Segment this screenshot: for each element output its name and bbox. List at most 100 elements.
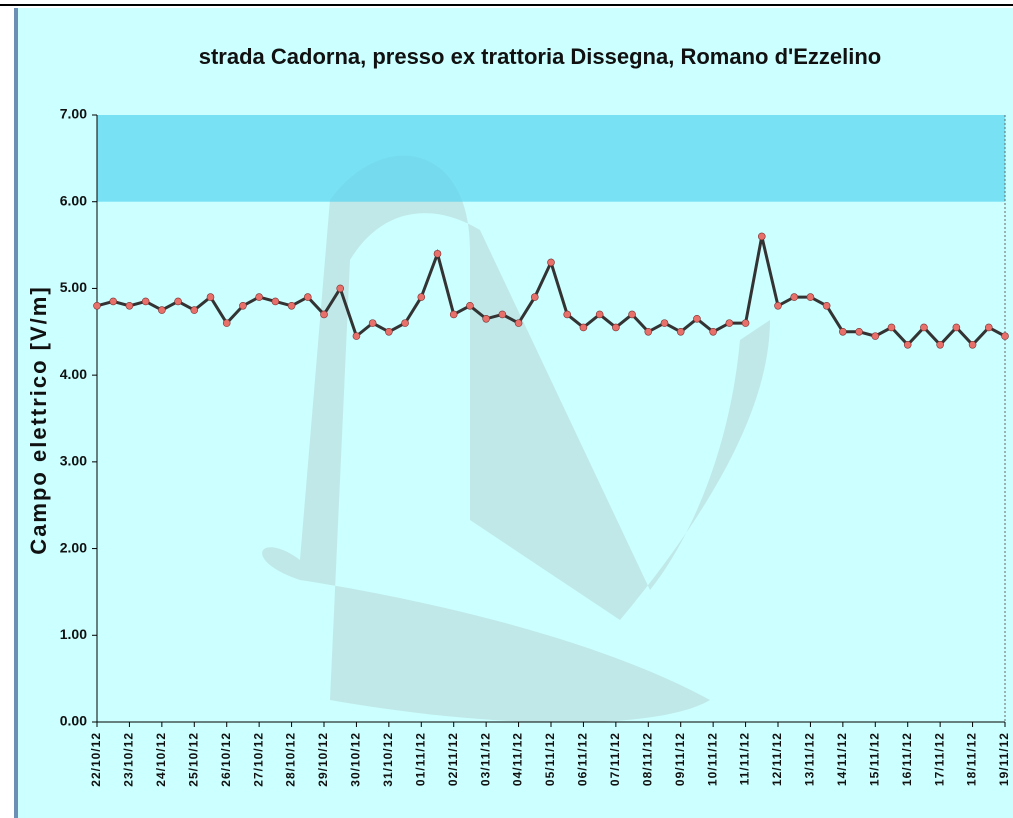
- data-point: [498, 310, 507, 319]
- x-tick-label: 29/10/12: [316, 732, 330, 787]
- data-point: [125, 301, 134, 310]
- x-tick-label: 18/11/12: [965, 732, 979, 786]
- x-tick-label: 03/11/12: [478, 732, 492, 786]
- x-tick-label: 27/10/12: [251, 732, 265, 787]
- x-tick-label: 31/10/12: [381, 732, 395, 787]
- x-tick-label: 06/11/12: [576, 732, 590, 786]
- data-point: [401, 319, 409, 327]
- data-point: [190, 306, 199, 314]
- y-tick-label: 0.00: [60, 713, 87, 729]
- watermark: [262, 155, 770, 723]
- x-tick-label: 17/11/12: [932, 732, 946, 786]
- data-point: [206, 293, 215, 301]
- data-point: [741, 319, 750, 327]
- data-point: [644, 327, 653, 336]
- data-point: [320, 310, 328, 319]
- data-point: [806, 293, 815, 301]
- data-point: [385, 327, 393, 336]
- data-point: [141, 297, 150, 306]
- data-point: [871, 332, 880, 340]
- data-point: [222, 319, 231, 327]
- data-point: [887, 323, 896, 332]
- x-tick-label: 01/11/12: [413, 732, 427, 786]
- data-point: [676, 327, 685, 336]
- data-point: [93, 301, 101, 310]
- data-point: [612, 323, 620, 332]
- data-point: [952, 323, 961, 332]
- data-point: [1001, 332, 1009, 340]
- data-point: [336, 284, 345, 293]
- x-tick-label: 19/11/12: [997, 732, 1011, 786]
- data-point: [984, 323, 993, 332]
- x-tick-label: 04/11/12: [511, 732, 525, 786]
- data-point: [579, 323, 588, 332]
- data-point: [271, 297, 280, 306]
- data-point: [595, 310, 604, 319]
- data-point: [855, 327, 863, 336]
- x-tick-label: 09/11/12: [673, 732, 687, 786]
- data-point: [628, 310, 636, 319]
- data-point: [514, 319, 523, 327]
- x-tick-label: 28/10/12: [284, 732, 298, 787]
- data-point: [449, 310, 458, 319]
- x-tick-label: 16/11/12: [900, 732, 914, 786]
- data-point: [239, 301, 247, 310]
- data-point: [709, 327, 717, 336]
- x-tick-label: 11/11/12: [738, 732, 752, 785]
- x-tick-label: 02/11/12: [446, 732, 460, 786]
- data-point: [547, 258, 555, 267]
- data-point: [822, 301, 831, 310]
- y-tick-label: 7.00: [60, 106, 87, 122]
- x-tick-label: 12/11/12: [770, 732, 784, 786]
- data-point: [287, 301, 296, 310]
- data-point: [757, 232, 766, 241]
- threshold-band: [97, 115, 1005, 202]
- y-tick-label: 6.00: [60, 192, 87, 208]
- y-tick-label: 1.00: [60, 626, 87, 642]
- y-tick-label: 4.00: [60, 366, 87, 382]
- data-point: [158, 306, 166, 314]
- x-tick-label: 24/10/12: [154, 732, 168, 787]
- y-axis-label: Campo elettrico [V/m]: [26, 285, 51, 554]
- x-tick-label: 14/11/12: [835, 732, 849, 786]
- data-point: [660, 319, 669, 327]
- data-point: [417, 293, 426, 301]
- data-point: [466, 301, 474, 310]
- data-point: [725, 319, 734, 327]
- x-tick-label: 10/11/12: [705, 732, 719, 786]
- x-tick-label: 13/11/12: [803, 732, 817, 786]
- x-tick-label: 30/10/12: [349, 732, 363, 787]
- data-point: [903, 340, 912, 349]
- y-tick-label: 3.00: [60, 453, 87, 469]
- data-point: [563, 310, 572, 319]
- data-point: [774, 301, 782, 310]
- x-tick-label: 22/10/12: [89, 732, 103, 787]
- x-tick-label: 23/10/12: [122, 732, 136, 787]
- x-tick-label: 25/10/12: [186, 732, 200, 787]
- left-edge: [14, 8, 18, 818]
- x-tick-label: 07/11/12: [608, 732, 622, 786]
- data-point: [303, 293, 312, 301]
- data-point: [920, 323, 928, 332]
- data-point: [968, 340, 977, 349]
- data-point: [255, 293, 263, 301]
- y-tick-label: 5.00: [60, 279, 87, 295]
- data-point: [530, 293, 539, 301]
- data-point: [790, 293, 799, 301]
- x-tick-label: 05/11/12: [543, 732, 557, 786]
- x-tick-label: 08/11/12: [640, 732, 654, 786]
- data-point: [352, 332, 361, 340]
- data-point: [174, 297, 182, 306]
- chart-title: strada Cadorna, presso ex trattoria Diss…: [199, 44, 882, 69]
- data-point: [433, 249, 442, 258]
- data-point: [693, 314, 701, 323]
- data-point: [482, 314, 490, 323]
- y-tick-label: 2.00: [60, 539, 87, 555]
- data-point: [839, 327, 847, 336]
- x-tick-label: 26/10/12: [219, 732, 233, 787]
- data-point: [368, 319, 377, 327]
- data-point: [936, 340, 944, 349]
- data-point: [109, 297, 118, 306]
